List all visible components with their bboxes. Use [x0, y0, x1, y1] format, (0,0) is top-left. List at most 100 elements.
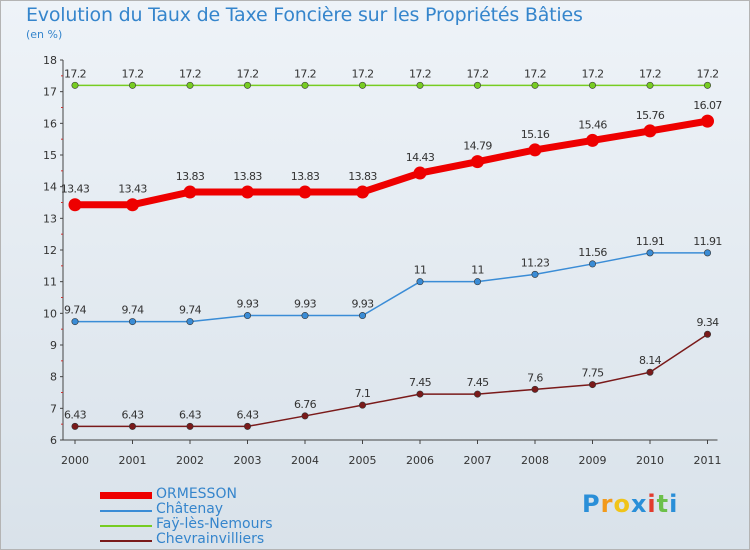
data-point	[471, 155, 484, 169]
y-tick-label: 15	[43, 149, 57, 162]
data-label: 17.2	[696, 67, 718, 80]
data-point	[588, 381, 596, 389]
data-label: 9.93	[294, 298, 317, 311]
proxiti-logo: Proxiti	[582, 490, 678, 518]
data-label: 13.83	[291, 170, 320, 183]
logo-letter: P	[582, 490, 601, 518]
x-tick-label: 2007	[464, 454, 492, 467]
data-label: 17.2	[64, 67, 86, 80]
data-point	[358, 312, 366, 320]
y-tick-label: 12	[43, 244, 57, 257]
data-label: 6.43	[64, 408, 87, 421]
data-point	[416, 81, 424, 89]
logo-letter: x	[630, 490, 648, 518]
data-label: 17.2	[236, 67, 258, 80]
data-point	[473, 81, 481, 89]
data-label: 9.93	[236, 298, 259, 311]
data-label: 9.93	[351, 298, 374, 311]
data-point	[301, 312, 309, 320]
data-point	[646, 368, 654, 376]
data-label: 6.43	[121, 408, 144, 421]
data-point	[646, 81, 654, 89]
data-label: 13.43	[61, 183, 90, 196]
data-point	[531, 81, 539, 89]
data-label: 13.83	[233, 170, 262, 183]
data-label: 15.16	[521, 128, 550, 141]
data-point	[129, 422, 137, 430]
data-label: 11	[471, 264, 484, 277]
data-point	[71, 81, 79, 89]
x-tick-label: 2004	[291, 454, 319, 467]
data-label: 6.76	[294, 398, 317, 411]
data-point	[588, 260, 596, 268]
y-tick-label: 6	[50, 434, 57, 447]
data-point	[68, 198, 82, 212]
y-tick-label: 16	[43, 117, 57, 130]
series-line-3	[75, 333, 708, 428]
data-point	[301, 81, 309, 89]
data-label: 17.2	[524, 67, 546, 80]
data-label: 7.6	[527, 371, 543, 384]
logo-letter: r	[600, 490, 614, 518]
data-label: 17.2	[466, 67, 488, 80]
data-point	[298, 185, 312, 199]
x-tick-label: 2011	[694, 454, 722, 467]
data-point	[186, 422, 194, 430]
data-label: 14.79	[463, 140, 492, 153]
data-point	[473, 390, 481, 398]
x-tick-label: 2005	[349, 454, 377, 467]
logo-letter: i	[647, 490, 657, 518]
data-label: 13.83	[348, 170, 377, 183]
data-point	[126, 198, 139, 212]
data-point	[183, 185, 197, 199]
data-label: 6.43	[179, 408, 202, 421]
data-point	[244, 312, 252, 320]
legend-swatch	[100, 492, 152, 499]
data-label: 11.91	[693, 235, 722, 248]
x-tick-label: 2010	[636, 454, 664, 467]
data-point	[473, 278, 481, 286]
legend-swatch	[100, 525, 152, 527]
data-label: 11	[414, 264, 427, 277]
data-point	[416, 278, 424, 286]
data-label: 9.34	[696, 316, 719, 329]
logo-letter: t	[656, 490, 670, 518]
data-point	[643, 124, 657, 138]
data-point	[586, 133, 599, 147]
data-label: 17.2	[409, 67, 431, 80]
y-tick-label: 11	[43, 276, 57, 289]
y-tick-label: 18	[43, 54, 57, 67]
data-label: 7.45	[409, 376, 432, 389]
x-tick-label: 2001	[119, 454, 147, 467]
data-label: 6.43	[236, 408, 259, 421]
data-point	[416, 390, 424, 398]
data-point	[186, 81, 194, 89]
data-point	[129, 81, 137, 89]
data-point	[646, 249, 654, 257]
data-label: 13.83	[176, 170, 205, 183]
data-point	[71, 318, 79, 326]
data-label: 7.75	[581, 367, 604, 380]
data-label: 17.2	[351, 67, 373, 80]
data-point	[588, 81, 596, 89]
data-label: 11.91	[636, 235, 665, 248]
data-point	[244, 81, 252, 89]
x-tick-label: 2003	[234, 454, 262, 467]
data-point	[186, 318, 194, 326]
y-tick-label: 9	[50, 339, 57, 352]
legend-swatch	[100, 540, 152, 542]
data-point	[301, 412, 309, 420]
data-point	[528, 143, 542, 157]
legend-label: ORMESSON	[156, 486, 237, 502]
x-tick-label: 2000	[61, 454, 89, 467]
y-tick-label: 14	[43, 181, 57, 194]
y-tick-label: 8	[50, 371, 57, 384]
data-point	[244, 422, 252, 430]
data-label: 9.74	[121, 304, 144, 317]
series-line-0	[75, 117, 709, 209]
series-line-1	[75, 252, 708, 323]
data-label: 9.74	[179, 304, 202, 317]
data-point	[531, 385, 539, 393]
data-label: 17.2	[179, 67, 201, 80]
data-label: 7.1	[355, 387, 371, 400]
